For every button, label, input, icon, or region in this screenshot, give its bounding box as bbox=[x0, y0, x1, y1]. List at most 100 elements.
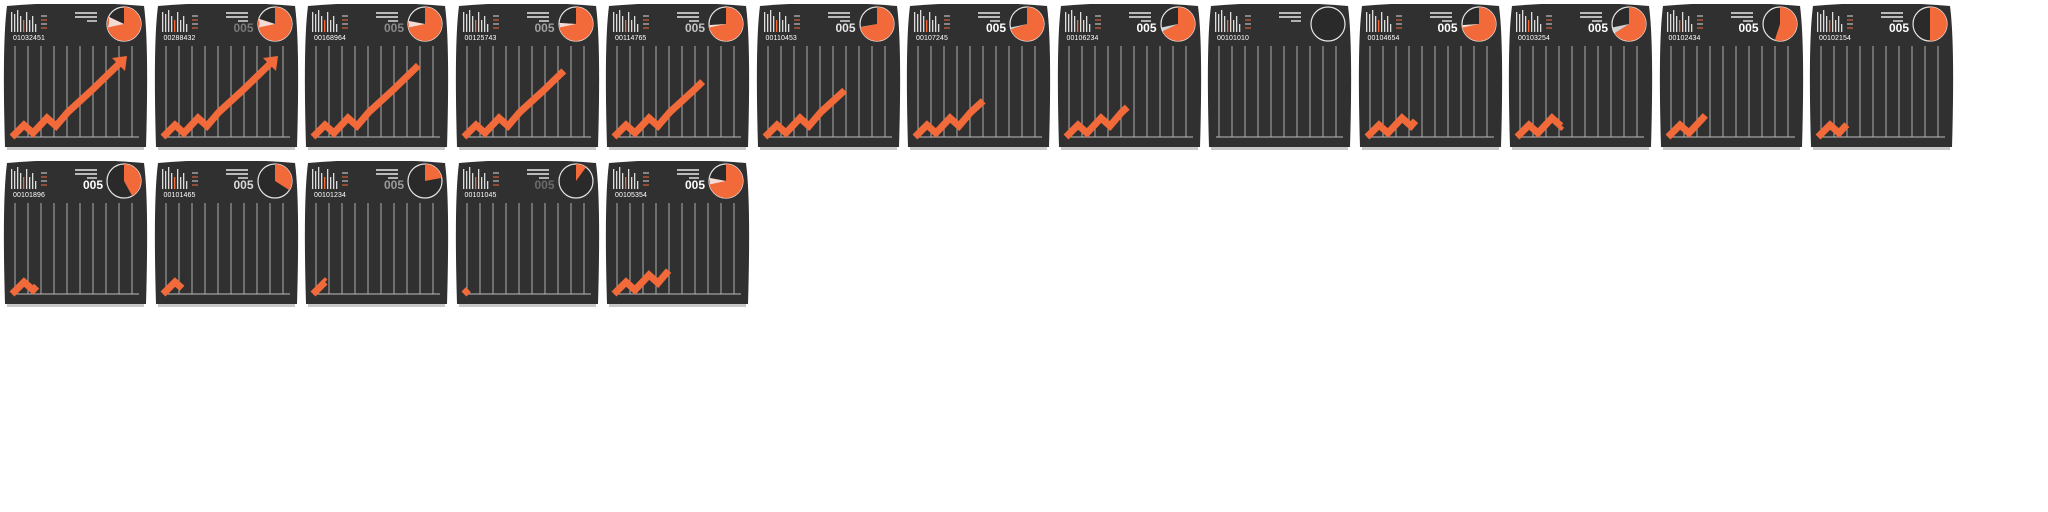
sprite-frame: 00114765 005 bbox=[605, 4, 750, 152]
sprite-frame: 00101234 005 bbox=[304, 161, 449, 309]
mini-bar bbox=[1230, 12, 1232, 32]
mini-bar bbox=[321, 173, 323, 189]
chart-grid bbox=[614, 203, 741, 295]
mini-bar bbox=[318, 10, 320, 32]
sprite-frame: 00101045 005 bbox=[455, 161, 600, 309]
frame-badge: 005 bbox=[835, 21, 856, 35]
menu-lines-icon bbox=[643, 15, 649, 29]
mini-bar bbox=[1374, 16, 1376, 32]
mini-bar bbox=[20, 173, 22, 189]
header-lines-icon bbox=[1128, 12, 1151, 22]
frame-counter: 00110453 bbox=[765, 35, 797, 42]
menu-lines-icon bbox=[1546, 15, 1552, 29]
mini-bar-icon bbox=[1666, 10, 1692, 32]
pie-white-wedge bbox=[1010, 24, 1027, 30]
menu-lines-icon bbox=[191, 15, 198, 29]
sprite-frame: 00103254 005 bbox=[1508, 4, 1653, 152]
mini-bar bbox=[1383, 20, 1385, 32]
mini-bar bbox=[480, 177, 482, 189]
frame-counter: 00101234 bbox=[314, 192, 346, 199]
mini-bar bbox=[1537, 16, 1539, 32]
mini-bar bbox=[167, 167, 169, 189]
menu-lines-icon bbox=[342, 172, 348, 186]
mini-bar bbox=[622, 16, 624, 32]
frame-artwork bbox=[455, 4, 599, 150]
pie-white-wedge bbox=[107, 16, 124, 28]
mini-bar bbox=[1082, 20, 1084, 32]
panel-body bbox=[154, 4, 298, 147]
frame-badge: 005 bbox=[233, 178, 254, 192]
mini-bar bbox=[1690, 24, 1692, 32]
mini-bar bbox=[321, 16, 323, 32]
mini-bar bbox=[622, 173, 624, 189]
menu-lines-icon bbox=[492, 15, 499, 29]
mini-bar bbox=[1236, 16, 1238, 32]
frame-badge: 005 bbox=[684, 21, 705, 35]
trend-arrow-icon bbox=[160, 277, 184, 297]
mini-bar bbox=[179, 177, 181, 189]
header-lines-icon bbox=[75, 169, 97, 179]
pie-slice bbox=[859, 7, 894, 42]
mini-bar bbox=[35, 181, 37, 189]
mini-bar bbox=[1519, 14, 1521, 32]
pie-white-wedge bbox=[258, 18, 275, 28]
pie-white-wedge bbox=[1461, 24, 1479, 28]
menu-lines-icon bbox=[191, 172, 198, 186]
mini-bar bbox=[170, 173, 172, 189]
mini-bar bbox=[176, 169, 178, 189]
mini-bar bbox=[185, 24, 187, 32]
frame-badge: 005 bbox=[1136, 21, 1157, 35]
sprite-frame: 00125743 005 bbox=[455, 4, 600, 152]
mini-bar bbox=[1380, 12, 1382, 32]
panel-body bbox=[1358, 4, 1502, 147]
header-lines-icon bbox=[75, 12, 97, 22]
menu-lines-icon bbox=[1245, 15, 1251, 29]
frame-counter: 00101896 bbox=[13, 192, 45, 199]
sprite-frame: 01032451 bbox=[3, 4, 148, 152]
pie-slice bbox=[107, 7, 141, 41]
sprite-frame: 00288432 005 bbox=[154, 4, 299, 152]
mini-bar bbox=[164, 171, 166, 189]
frame-counter: 00288432 bbox=[163, 35, 196, 42]
mini-bar bbox=[20, 16, 22, 32]
panel-body bbox=[304, 161, 449, 304]
pie-slice bbox=[1162, 7, 1195, 41]
mini-bar bbox=[1067, 14, 1069, 32]
frame-artwork bbox=[304, 4, 449, 150]
header-lines-icon bbox=[1730, 12, 1753, 22]
pie-slice bbox=[1930, 7, 1947, 41]
panel-body bbox=[304, 4, 449, 147]
frame-counter: 00101010 bbox=[1217, 35, 1249, 42]
mini-bar bbox=[161, 169, 163, 189]
mini-bar bbox=[634, 173, 636, 189]
pie-gauge-icon bbox=[557, 163, 594, 199]
pie-slice bbox=[1774, 7, 1797, 41]
mini-bar bbox=[619, 167, 621, 189]
mini-bar bbox=[1233, 20, 1235, 32]
trend-arrow-icon bbox=[1514, 113, 1565, 140]
mini-bar bbox=[336, 24, 338, 32]
frame-counter: 00103254 bbox=[1518, 35, 1550, 42]
menu-lines-icon bbox=[1094, 15, 1101, 29]
mini-bar bbox=[176, 12, 178, 32]
mini-bar-icon bbox=[161, 167, 187, 189]
trend-arrow-icon bbox=[1364, 113, 1418, 140]
trend-arrow-icon bbox=[310, 62, 421, 140]
trend-arrow-icon bbox=[1665, 113, 1708, 140]
pie-slice bbox=[709, 7, 743, 41]
mini-bar bbox=[161, 12, 163, 32]
frame-artwork bbox=[3, 4, 148, 150]
mini-bar bbox=[1088, 24, 1090, 32]
panel-body bbox=[605, 161, 750, 304]
mini-bar bbox=[23, 20, 25, 32]
mini-bar-icon bbox=[1365, 10, 1391, 32]
mini-bar bbox=[312, 12, 314, 32]
pie-gauge-icon bbox=[1159, 6, 1196, 42]
mini-bar bbox=[483, 173, 485, 189]
mini-bar bbox=[778, 12, 780, 32]
mini-bar bbox=[170, 16, 172, 32]
mini-bar bbox=[35, 24, 37, 32]
pie-gauge-icon bbox=[256, 163, 293, 199]
mini-bar bbox=[179, 20, 181, 32]
mini-bar bbox=[631, 20, 633, 32]
